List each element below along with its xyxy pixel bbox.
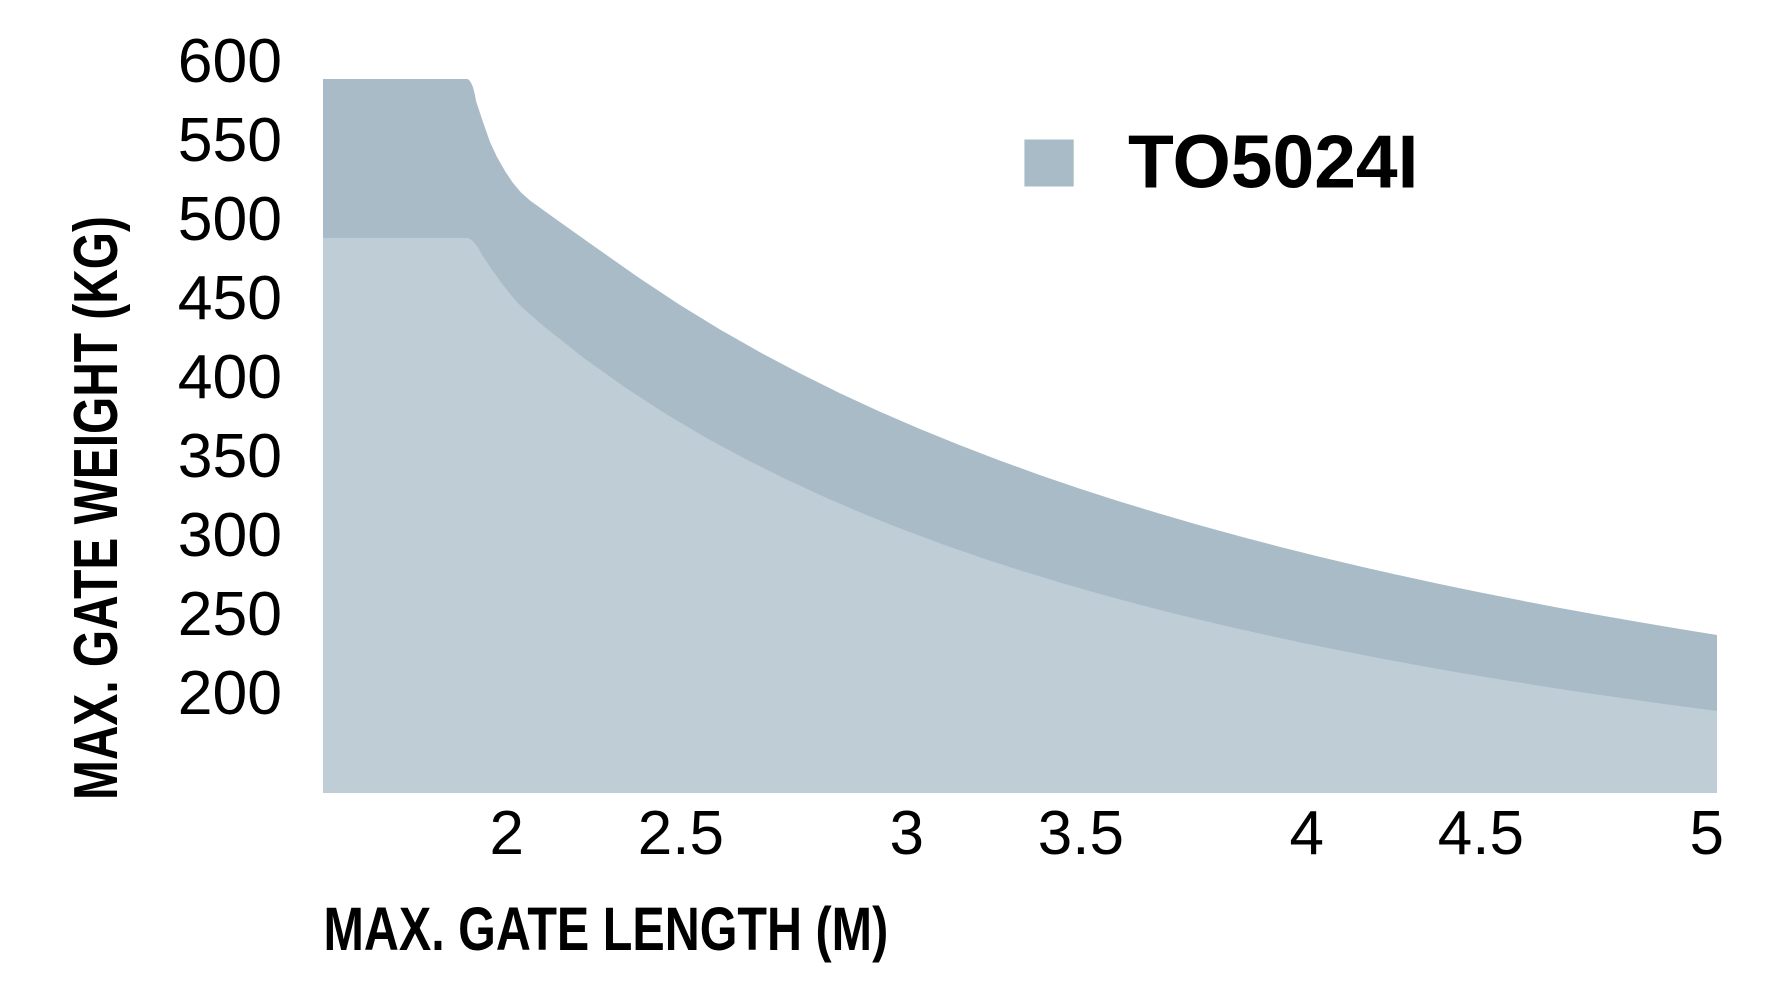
- svg-text:450: 450: [178, 263, 282, 333]
- svg-text:350: 350: [178, 421, 282, 491]
- svg-text:500: 500: [178, 184, 282, 254]
- svg-text:2.5: 2.5: [638, 799, 724, 868]
- svg-text:250: 250: [178, 579, 282, 649]
- svg-text:400: 400: [178, 342, 282, 412]
- svg-text:MAX. GATE LENGTH (M): MAX. GATE LENGTH (M): [324, 895, 889, 964]
- svg-text:MAX. GATE WEIGHT (KG): MAX. GATE WEIGHT (KG): [61, 216, 130, 800]
- svg-text:600: 600: [178, 26, 282, 96]
- svg-text:550: 550: [178, 105, 282, 175]
- svg-text:3.5: 3.5: [1038, 799, 1124, 868]
- svg-text:3: 3: [890, 799, 924, 868]
- svg-text:4.5: 4.5: [1438, 799, 1524, 868]
- svg-text:300: 300: [178, 500, 282, 570]
- svg-text:5: 5: [1690, 799, 1724, 868]
- svg-text:4: 4: [1290, 799, 1324, 868]
- svg-text:200: 200: [178, 658, 282, 728]
- svg-text:2: 2: [490, 799, 524, 868]
- svg-text:TO5024I: TO5024I: [1128, 120, 1418, 204]
